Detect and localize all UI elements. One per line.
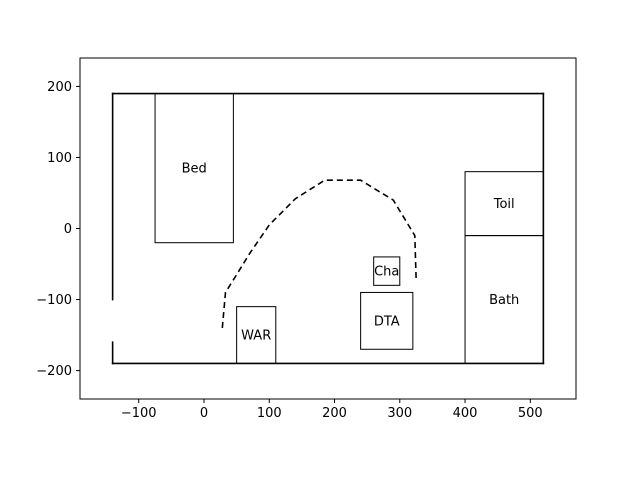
room-dta: DTA xyxy=(360,291,414,350)
x-tick-label: 500 xyxy=(518,406,543,421)
room-bed: Bed xyxy=(154,93,234,244)
x-tick-label: 200 xyxy=(322,406,347,421)
x-tick-label: 0 xyxy=(200,406,208,421)
y-tick-label: −100 xyxy=(36,293,72,308)
room-rect xyxy=(464,235,544,364)
room-label: Toil xyxy=(493,197,515,212)
room-rect xyxy=(373,256,401,286)
room-label: WAR xyxy=(241,329,271,344)
room-bath: Bath xyxy=(464,235,544,364)
x-tick-label: 100 xyxy=(257,406,282,421)
room-war: WAR xyxy=(236,306,277,364)
x-axis-ticks: −100 0 100 200 300 400 500 xyxy=(121,399,543,421)
room-label: Cha xyxy=(374,265,399,280)
x-tick-label: −100 xyxy=(121,406,157,421)
room-label: Bath xyxy=(489,293,519,308)
axes-frame xyxy=(79,57,577,400)
room-toil: Toil xyxy=(464,171,544,237)
room-label: DTA xyxy=(374,314,400,329)
room-rect xyxy=(360,291,414,350)
path-line xyxy=(221,179,417,329)
x-tick-label: 400 xyxy=(453,406,478,421)
room-rect xyxy=(154,93,234,244)
y-axis-ticks: −200 −100 0 100 200 xyxy=(36,80,80,379)
rooms: Bed WAR DTA Cha Toil Bath xyxy=(154,93,544,364)
y-tick-label: 100 xyxy=(47,151,72,166)
room-rect xyxy=(236,306,277,364)
y-tick-label: 0 xyxy=(64,222,72,237)
robot-path xyxy=(221,179,417,329)
axes-border xyxy=(79,57,577,400)
room-cha: Cha xyxy=(373,256,401,286)
walls xyxy=(111,92,545,365)
y-tick-label: 200 xyxy=(47,80,72,95)
room-label: Bed xyxy=(182,162,207,177)
x-tick-label: 300 xyxy=(387,406,412,421)
y-tick-label: −200 xyxy=(36,364,72,379)
